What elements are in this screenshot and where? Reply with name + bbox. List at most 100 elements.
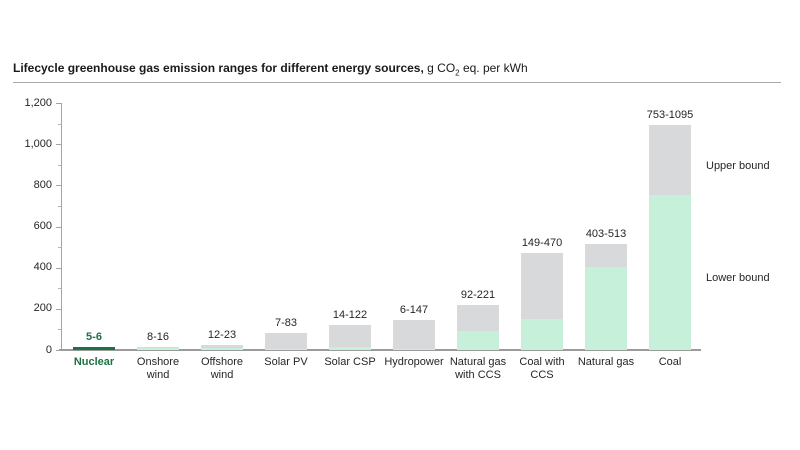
bar-column: 403-513 [574,103,638,350]
bar-segment-upper [137,346,179,349]
bar-segment-upper [585,244,627,268]
bar-range-label: 753-1095 [646,108,694,121]
bar-segment-lower [585,267,627,350]
bar-segment-upper [265,332,307,349]
x-axis-label: Solar CSP [318,356,382,382]
bar-range-label: 403-513 [585,228,627,241]
x-axis-label-line: Solar PV [264,356,308,368]
bar-column: 12-23 [190,103,254,350]
y-minor-tick-mark [58,164,61,166]
chart-title: Lifecycle greenhouse gas emission ranges… [13,61,781,84]
y-tick-label: 600 [33,220,52,232]
x-axis-label-line: wind [146,369,170,381]
x-axis-label-line: Natural gas [449,356,507,368]
bar-column: 5-6 [62,103,126,350]
x-axis-label-line: wind [210,369,234,381]
x-axis-label: Natural gas with CCS [446,356,510,382]
y-tick-label: 1,200 [24,96,52,109]
bar-range-label: 8-16 [146,330,170,343]
bar-range-label: 149-470 [521,237,563,250]
bar-segment-lower [521,319,563,350]
bar [649,124,691,350]
plot-area: 5-6 8-16 12-23 7-83 14-122 6-147 92-221 149-470… [62,103,702,350]
bar-segment-lower [649,195,691,350]
y-tick-mark [56,308,61,310]
bar [457,304,499,350]
x-axis-label-line: Coal with [519,356,565,368]
bar-range-label: 14-122 [332,308,368,321]
bar-column: 149-470 [510,103,574,350]
y-tick-label: 400 [33,261,52,274]
bar-segment-upper [393,319,435,349]
bar-segment-upper [649,124,691,196]
y-tick-mark [56,350,61,351]
bar-column: 753-1095 [638,103,702,350]
x-axis-label: Onshore wind [126,356,190,382]
x-axis-label-line: Onshore [136,356,180,368]
bar-segment-lower [265,348,307,350]
x-axis-label-line: Coal [658,356,682,368]
y-axis-line [61,103,62,350]
x-axis-label: Offshore wind [190,356,254,382]
y-tick-label: 0 [45,343,52,356]
y-tick-mark [56,144,61,146]
y-tick-label: 1,000 [24,137,52,150]
x-axis-label: Hydropower [382,356,446,382]
bar [521,253,563,350]
bar-range-label: 5-6 [86,331,102,343]
bar [329,324,371,350]
bar-range-label: 7-83 [274,316,298,329]
y-minor-tick-mark [58,288,61,290]
bar-segment-lower [329,347,371,350]
x-axis-label-line: Nuclear [73,356,115,368]
bar-segment-lower [137,348,179,350]
legend-lower-bound: Lower bound [706,272,770,284]
bar [265,332,307,350]
bar-segment-lower [393,348,435,350]
y-minor-tick-mark [58,329,61,331]
x-axis-label-line: CCS [530,369,554,381]
y-tick-mark [56,103,61,104]
x-axis-line [59,349,701,351]
bar-column: 6-147 [382,103,446,350]
bar-segment-upper [521,253,563,320]
bar [585,244,627,350]
y-tick-mark [56,226,61,228]
y-tick-label: 800 [33,178,52,191]
legend-upper-bound: Upper bound [706,160,770,172]
x-axis-label: Coal [638,356,702,382]
bar-segment-lower [201,347,243,350]
bar [137,346,179,350]
bar-range-label: 6-147 [399,303,429,316]
x-axis-label-line: Offshore [201,356,243,368]
bar-segment-highlight [73,347,115,350]
bar [201,345,243,350]
x-axis-label: Solar PV [254,356,318,382]
y-tick-label: 200 [33,302,52,315]
x-axis-label-line: Natural gas [577,356,635,368]
y-tick-mark [56,267,61,269]
y-minor-tick-mark [58,123,61,125]
bar-segment-upper [329,324,371,348]
bar-segment-lower [457,331,499,350]
bar-range-label: 12-23 [207,329,237,342]
chart-title-main: Lifecycle greenhouse gas emission ranges… [13,61,424,75]
x-axis-label: Natural gas [574,356,638,382]
x-axis-label: Nuclear [62,356,126,382]
x-axis-label-line: Hydropower [384,356,444,368]
y-minor-tick-mark [58,205,61,207]
bar-column: 92-221 [446,103,510,350]
bar-segment-upper [457,304,499,332]
bar-column: 8-16 [126,103,190,350]
x-axis-label-line: with CCS [455,369,501,381]
bar [393,319,435,350]
bar-column: 7-83 [254,103,318,350]
x-axis-label: Coal with CCS [510,356,574,382]
bar-range-label: 92-221 [460,288,496,301]
y-tick-mark [56,185,61,187]
x-axis-label-line: Solar CSP [324,356,376,368]
x-axis-labels: Nuclear Onshore wind Offshore wind Solar PV So… [62,356,702,382]
bar [73,347,115,350]
bar-column: 14-122 [318,103,382,350]
